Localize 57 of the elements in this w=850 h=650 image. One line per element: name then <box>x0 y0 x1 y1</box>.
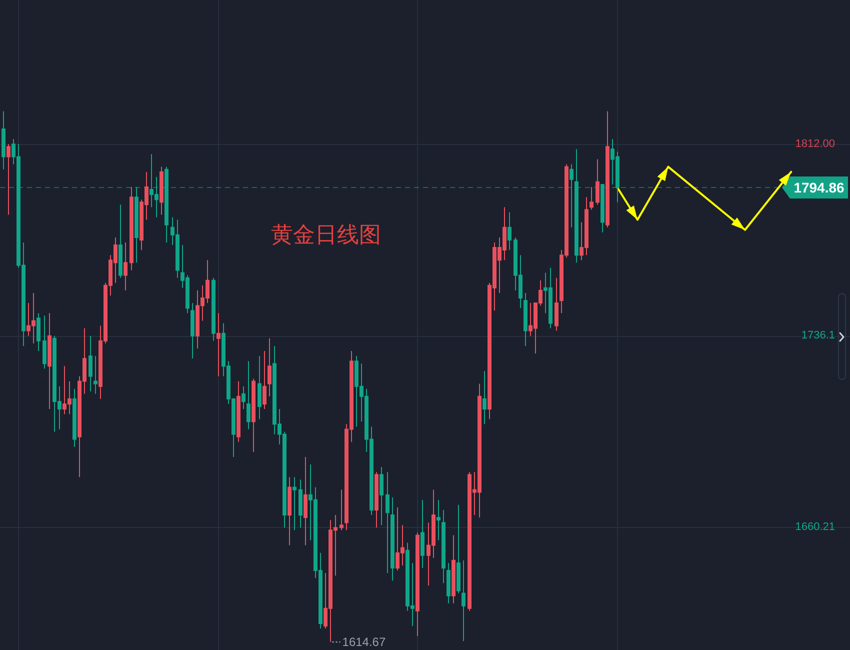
candlestick <box>130 186 134 271</box>
annotation: 1614.67 <box>342 635 386 649</box>
candlestick <box>452 534 456 604</box>
candlestick <box>570 164 574 228</box>
candlestick <box>298 479 302 528</box>
candlestick <box>72 388 76 448</box>
candlestick <box>94 356 98 394</box>
text: 黄金日线图 <box>271 222 381 247</box>
candlestick <box>48 312 52 410</box>
candlestick <box>36 312 40 352</box>
candlestick <box>508 212 512 251</box>
candlestick <box>6 144 10 216</box>
candlestick <box>386 472 390 574</box>
candlestick <box>160 166 164 216</box>
y-tick-label: 1812.00 <box>795 138 835 150</box>
candlestick <box>268 338 272 397</box>
candlestick <box>88 335 92 392</box>
candlestick <box>390 496 394 582</box>
candlestick <box>2 110 6 170</box>
candlestick <box>304 456 308 546</box>
y-tick-label: 1660.21 <box>795 521 835 534</box>
candlestick <box>216 312 220 377</box>
candlestick <box>252 378 256 452</box>
candlestick <box>288 476 292 546</box>
candlestick <box>606 110 610 228</box>
candlestick <box>258 356 262 420</box>
candlestick <box>554 277 558 332</box>
candlestick <box>600 184 604 233</box>
candlestick <box>596 158 600 206</box>
y-tick-label: 1736.1 <box>801 330 835 342</box>
candlestick <box>242 386 246 410</box>
candlestick <box>118 204 122 278</box>
candlestick <box>420 499 424 568</box>
candlestick <box>124 242 128 291</box>
ref-line-label: 1794.86 <box>794 180 845 196</box>
candlestick <box>164 166 168 243</box>
candlestick <box>292 476 296 531</box>
candlestick <box>190 302 194 360</box>
candlestick <box>340 489 344 531</box>
candlestick <box>416 532 420 637</box>
candlestick <box>482 370 486 425</box>
candlestick <box>436 499 440 541</box>
candlestick <box>380 466 384 526</box>
candlestick <box>212 277 216 342</box>
candlestick <box>524 292 528 346</box>
candlestick <box>462 560 466 642</box>
candlestick <box>446 562 450 604</box>
candlestick <box>42 315 46 370</box>
candlestick <box>374 472 378 528</box>
candlestick <box>574 148 578 264</box>
candlestick <box>456 504 460 594</box>
candlestick <box>246 360 250 430</box>
candlestick <box>262 350 266 410</box>
candlestick <box>590 186 594 210</box>
candlestick <box>442 509 446 584</box>
candlestick <box>134 186 138 264</box>
candlestick <box>236 380 240 442</box>
